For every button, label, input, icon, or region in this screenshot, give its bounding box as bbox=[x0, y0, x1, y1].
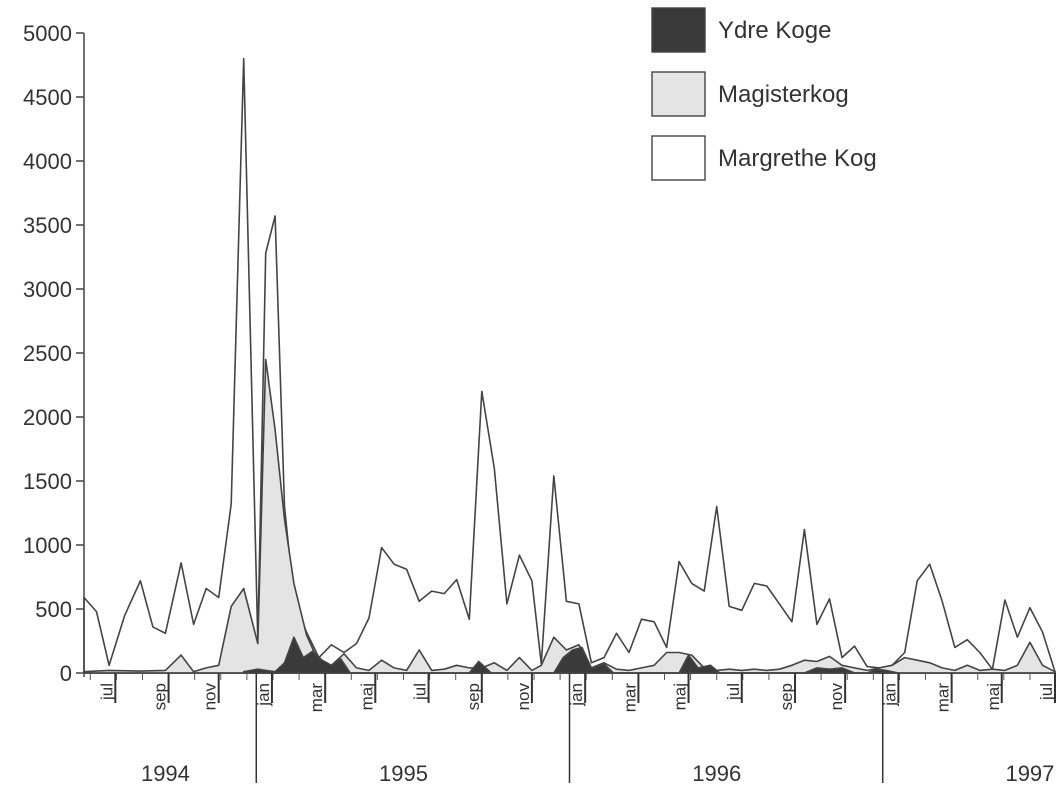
x-month-label: maj bbox=[984, 683, 1003, 710]
y-tick-label: 1000 bbox=[23, 533, 72, 558]
x-month-label: nov bbox=[827, 683, 846, 711]
x-month-label: mar bbox=[620, 683, 639, 713]
x-month-label: nov bbox=[201, 683, 220, 711]
y-axis: 0 500 1000 1500 2000 2500 3000 3500 4000 4500 5000 bbox=[23, 21, 85, 686]
y-tick-label: 500 bbox=[35, 597, 72, 622]
legend-swatch-magisterkog bbox=[651, 71, 706, 117]
series-area-margrethe-kog bbox=[83, 57, 1056, 674]
y-tick-label: 5000 bbox=[23, 21, 72, 46]
legend-label-magisterkog: Magisterkog bbox=[718, 81, 849, 108]
y-tick-label: 3500 bbox=[23, 213, 72, 238]
year-label: 1996 bbox=[692, 761, 741, 786]
legend-swatch-ydre-koge bbox=[651, 7, 706, 53]
x-month-label: mar bbox=[307, 683, 326, 713]
y-tick-label: 1500 bbox=[23, 469, 72, 494]
year-label: 1994 bbox=[141, 761, 190, 786]
x-month-label: mar bbox=[934, 683, 953, 713]
legend: Ydre Koge Magisterkog Margrethe Kog bbox=[651, 7, 877, 181]
x-month-label: sep bbox=[464, 683, 483, 710]
y-tick-label: 4000 bbox=[23, 149, 72, 174]
y-tick-label: 0 bbox=[60, 661, 72, 686]
x-month-label: sep bbox=[151, 683, 170, 710]
x-month-label: sep bbox=[777, 683, 796, 710]
y-tick-label: 2500 bbox=[23, 341, 72, 366]
plot-area bbox=[83, 57, 1056, 674]
x-month-label: jul bbox=[724, 683, 743, 701]
x-month-label: nov bbox=[514, 683, 533, 711]
y-tick-label: 2000 bbox=[23, 405, 72, 430]
x-month-label: jul bbox=[411, 683, 430, 701]
series-area-ydre-koge bbox=[242, 636, 900, 674]
year-label: 1995 bbox=[379, 761, 428, 786]
legend-label-margrethe-kog: Margrethe Kog bbox=[718, 145, 877, 172]
year-label: 1997 bbox=[1005, 761, 1054, 786]
y-tick-label: 4500 bbox=[23, 85, 72, 110]
x-month-label: jan bbox=[567, 683, 586, 707]
x-month-label: maj bbox=[357, 683, 376, 710]
x-month-label: jan bbox=[254, 683, 273, 707]
x-axis: jul sep nov jan mar maj jul sep nov jan mar maj jul s… bbox=[84, 672, 1056, 786]
x-month-label: jan bbox=[880, 683, 899, 707]
x-month-label: jul bbox=[1037, 683, 1056, 701]
y-tick-label: 3000 bbox=[23, 277, 72, 302]
x-month-label: maj bbox=[671, 683, 690, 710]
legend-label-ydre-koge: Ydre Koge bbox=[718, 17, 831, 44]
x-month-label: jul bbox=[97, 683, 116, 701]
legend-swatch-margrethe-kog bbox=[651, 135, 706, 181]
